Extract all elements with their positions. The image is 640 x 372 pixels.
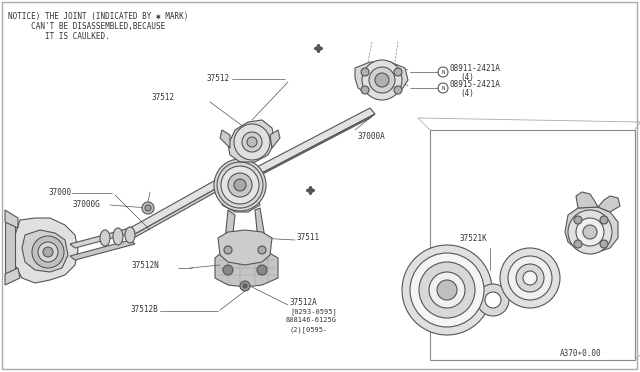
Circle shape (419, 262, 475, 318)
Circle shape (574, 240, 582, 248)
Text: 37512B: 37512B (131, 305, 158, 314)
Polygon shape (228, 120, 275, 162)
Polygon shape (15, 218, 78, 283)
Ellipse shape (113, 228, 123, 245)
Polygon shape (220, 130, 230, 148)
Circle shape (574, 216, 582, 224)
Circle shape (500, 248, 560, 308)
Text: 08915-2421A: 08915-2421A (450, 80, 501, 89)
Polygon shape (576, 192, 598, 208)
Polygon shape (218, 230, 272, 265)
Circle shape (600, 240, 608, 248)
Polygon shape (270, 130, 280, 148)
Polygon shape (5, 222, 15, 274)
Circle shape (369, 67, 395, 93)
Polygon shape (565, 207, 618, 252)
Polygon shape (255, 108, 375, 174)
Circle shape (508, 256, 552, 300)
Polygon shape (70, 228, 135, 248)
Circle shape (394, 68, 402, 76)
Circle shape (234, 124, 270, 160)
Text: CAN'T BE DISASSEMBLED,BECAUSE: CAN'T BE DISASSEMBLED,BECAUSE (8, 22, 165, 31)
Ellipse shape (100, 230, 110, 246)
Circle shape (568, 210, 612, 254)
Text: (4): (4) (460, 89, 474, 97)
Text: 37000G: 37000G (72, 199, 100, 208)
Polygon shape (255, 208, 265, 240)
Circle shape (485, 292, 501, 308)
Circle shape (361, 68, 369, 76)
Text: [0293-0595]: [0293-0595] (290, 308, 337, 315)
Bar (430, 130, 635, 360)
Text: 37000A: 37000A (358, 132, 386, 141)
Circle shape (224, 246, 232, 254)
Circle shape (402, 245, 492, 335)
Polygon shape (215, 250, 278, 287)
Text: A370∗0.00: A370∗0.00 (560, 349, 602, 358)
Text: N: N (442, 86, 445, 90)
Polygon shape (5, 210, 18, 228)
Circle shape (38, 242, 58, 262)
Circle shape (221, 166, 259, 204)
Circle shape (361, 86, 369, 94)
Circle shape (142, 202, 154, 214)
Polygon shape (255, 114, 375, 178)
Circle shape (247, 137, 257, 147)
Circle shape (43, 247, 53, 257)
Circle shape (477, 284, 509, 316)
Text: (2)[0595-: (2)[0595- (290, 326, 328, 333)
Circle shape (394, 86, 402, 94)
Circle shape (223, 265, 233, 275)
Polygon shape (130, 172, 235, 234)
Polygon shape (22, 230, 68, 272)
Circle shape (438, 67, 448, 77)
Polygon shape (70, 240, 135, 260)
Circle shape (257, 265, 267, 275)
Text: 37511: 37511 (297, 232, 320, 241)
Circle shape (145, 205, 151, 211)
Circle shape (438, 83, 448, 93)
Text: ß08146-6125G: ß08146-6125G (285, 317, 336, 323)
Circle shape (576, 218, 604, 246)
Text: N: N (442, 70, 445, 74)
Circle shape (242, 132, 262, 152)
Text: 37512N: 37512N (132, 260, 160, 269)
Circle shape (258, 246, 266, 254)
Ellipse shape (125, 227, 135, 243)
Circle shape (240, 281, 250, 291)
Circle shape (214, 159, 266, 211)
Text: 37521K: 37521K (460, 234, 488, 243)
Text: 37512A: 37512A (290, 298, 317, 307)
Circle shape (410, 253, 484, 327)
Circle shape (362, 60, 402, 100)
Circle shape (437, 280, 457, 300)
Text: NOTICE) THE JOINT (INDICATED BY ✱ MARK): NOTICE) THE JOINT (INDICATED BY ✱ MARK) (8, 12, 188, 21)
Polygon shape (355, 62, 408, 98)
Circle shape (228, 173, 252, 197)
Text: 37512: 37512 (152, 93, 175, 102)
Polygon shape (130, 178, 235, 240)
Polygon shape (225, 210, 235, 242)
Text: IT IS CAULKED.: IT IS CAULKED. (8, 32, 109, 41)
Circle shape (32, 236, 64, 268)
Text: (4): (4) (460, 73, 474, 81)
Circle shape (429, 272, 465, 308)
Circle shape (523, 271, 537, 285)
Polygon shape (598, 196, 620, 212)
Text: 08911-2421A: 08911-2421A (450, 64, 501, 73)
Circle shape (243, 284, 247, 288)
Text: 37512: 37512 (207, 74, 230, 83)
Circle shape (583, 225, 597, 239)
Circle shape (234, 179, 246, 191)
Polygon shape (5, 268, 20, 285)
Circle shape (375, 73, 389, 87)
Circle shape (516, 264, 544, 292)
Polygon shape (222, 195, 260, 212)
Circle shape (600, 216, 608, 224)
Text: 37000: 37000 (49, 187, 72, 196)
